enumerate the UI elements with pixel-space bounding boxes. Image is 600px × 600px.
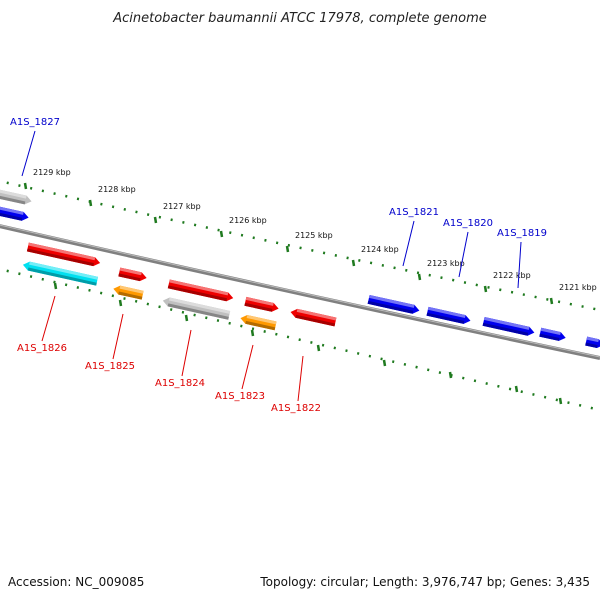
gene-arrow-A1S_1819 bbox=[482, 316, 535, 336]
gene-label-A1S_1823: A1S_1823 bbox=[215, 391, 265, 402]
gene-arrow-A1S_1822 bbox=[290, 308, 337, 327]
gene-label-A1S_1825: A1S_1825 bbox=[85, 361, 135, 372]
inner-tick-track bbox=[0, 267, 600, 412]
kbp-major-tick bbox=[549, 297, 554, 305]
gene-label-A1S_1824: A1S_1824 bbox=[155, 378, 205, 389]
gene-arrows bbox=[0, 188, 600, 349]
kbp-label: 2123 kbp bbox=[427, 259, 465, 268]
kbp-major-tick bbox=[417, 273, 422, 281]
kbp-major-tick bbox=[153, 216, 158, 224]
leader-line bbox=[458, 231, 469, 278]
gene-arrow-A1S_1823 bbox=[240, 315, 277, 331]
inner-major-tick bbox=[514, 385, 519, 393]
genome-backbone-highlight bbox=[0, 224, 600, 358]
kbp-scale: 2129 kbp 2128 kbp 2127 kbp 2126 kbp 2125 kbp… bbox=[23, 168, 597, 405]
kbp-major-tick bbox=[483, 285, 488, 293]
topology-text: Topology: circular; Length: 3,976,747 bp… bbox=[259, 575, 590, 589]
kbp-label: 2129 kbp bbox=[33, 168, 71, 177]
inner-major-tick bbox=[184, 314, 189, 322]
inner-major-tick bbox=[448, 371, 453, 379]
kbp-label: 2127 kbp bbox=[163, 202, 201, 211]
inner-major-tick bbox=[53, 282, 58, 290]
kbp-major-tick bbox=[351, 259, 356, 267]
gene-arrow-A1S_1820 bbox=[426, 306, 471, 324]
kbp-label: 2128 kbp bbox=[98, 185, 136, 194]
leader-line bbox=[41, 295, 56, 342]
kbp-label: 2121 kbp bbox=[559, 283, 597, 292]
inner-major-tick bbox=[118, 299, 123, 307]
inner-major-tick bbox=[316, 344, 321, 352]
inner-major-tick bbox=[558, 397, 563, 405]
gene-arrow-red-1 bbox=[26, 242, 101, 267]
accession-text: Accession: NC_009085 bbox=[8, 575, 144, 589]
gene-label-A1S_1826: A1S_1826 bbox=[17, 343, 67, 354]
gene-label-A1S_1820: A1S_1820 bbox=[443, 218, 493, 229]
gene-arrow-blue-edge bbox=[585, 336, 600, 349]
gene-arrow-A1S_1824 bbox=[162, 297, 231, 320]
map-title: Acinetobacter baumannii ATCC 17978, comp… bbox=[112, 11, 487, 26]
gene-label-A1S_1819: A1S_1819 bbox=[497, 228, 547, 239]
kbp-major-tick bbox=[23, 182, 28, 190]
kbp-major-tick bbox=[219, 230, 224, 238]
gene-arrow-red-2 bbox=[118, 267, 147, 282]
kbp-major-tick bbox=[285, 245, 290, 253]
leader-line bbox=[517, 241, 522, 289]
gene-arrow-blue-1 bbox=[539, 327, 566, 341]
gene-arrow-A1S_1826 bbox=[22, 261, 99, 286]
gene-arrow-A1S_1821 bbox=[367, 294, 420, 314]
leader-line bbox=[21, 130, 36, 177]
gene-arrow-red-4 bbox=[244, 296, 279, 312]
gene-arrow-blue-left bbox=[0, 205, 29, 221]
leader-line bbox=[297, 355, 304, 402]
genome-backbone bbox=[0, 224, 600, 360]
gene-label-A1S_1821: A1S_1821 bbox=[389, 207, 439, 218]
leader-line bbox=[181, 329, 192, 377]
kbp-label: 2124 kbp bbox=[361, 245, 399, 254]
leader-line bbox=[241, 344, 254, 390]
kbp-major-tick bbox=[88, 199, 93, 207]
inner-major-tick bbox=[250, 329, 255, 337]
gene-arrow-gray-top bbox=[0, 188, 32, 205]
gene-arrow-A1S_1825 bbox=[113, 285, 144, 300]
leader-line bbox=[402, 220, 415, 267]
gene-label-A1S_1822: A1S_1822 bbox=[271, 403, 321, 414]
gene-labels: A1S_1827 A1S_1821 A1S_1820 A1S_1819 A1S_1826… bbox=[10, 117, 547, 414]
inner-major-tick bbox=[382, 359, 387, 367]
kbp-label: 2126 kbp bbox=[229, 216, 267, 225]
leader-line bbox=[112, 313, 124, 360]
kbp-label: 2122 kbp bbox=[493, 271, 531, 280]
gene-arrow-red-3 bbox=[167, 279, 234, 302]
kbp-label: 2125 kbp bbox=[295, 231, 333, 240]
gene-label-A1S_1827: A1S_1827 bbox=[10, 117, 60, 128]
